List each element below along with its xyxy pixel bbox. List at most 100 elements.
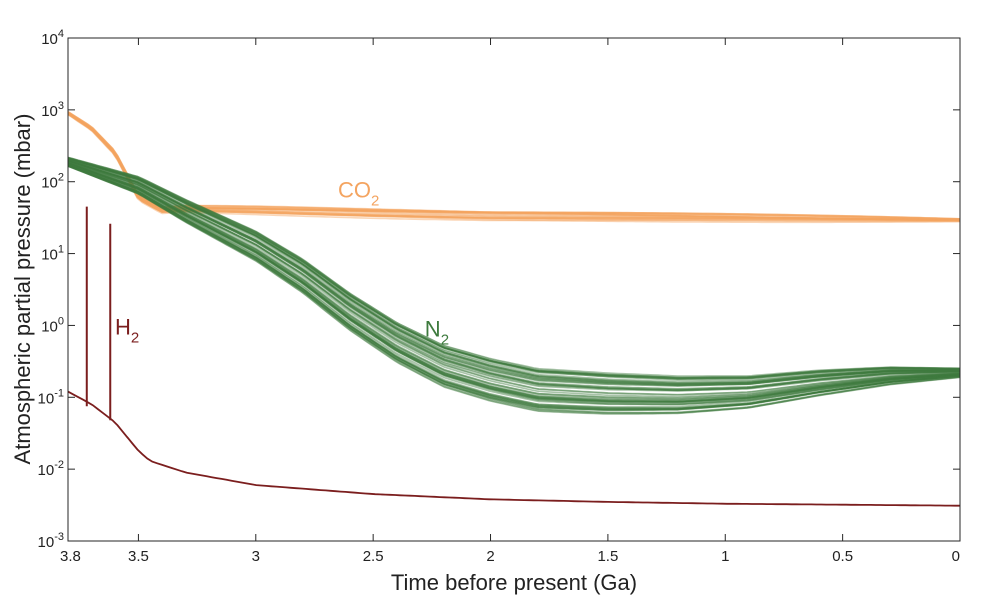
series-n2-line-16 [67, 161, 961, 400]
series-n2-line-41 [67, 157, 960, 380]
series-n2-line-24 [67, 164, 961, 410]
series-co2-line-14 [67, 112, 961, 221]
series-n2-line-57 [67, 165, 961, 412]
series-n2-line-6 [67, 157, 961, 377]
series-n2-line-12 [67, 160, 961, 391]
x-tick-label-7: 0.5 [832, 548, 853, 565]
series-n2-line-17 [67, 156, 960, 382]
series-co2-line-12 [67, 111, 961, 222]
series-co2-line-0 [67, 112, 961, 224]
series-labels: CO2 N2 H2 [115, 178, 449, 349]
series-n2-line-15 [67, 157, 961, 379]
plot-area [68, 38, 960, 541]
series-n2-line-58 [67, 163, 961, 403]
series-n2-line-43 [67, 157, 960, 380]
series-n2-line-2 [67, 162, 961, 403]
series-co2-line-13 [67, 112, 960, 222]
x-tick-label-0: 3.8 [60, 548, 81, 565]
series-n2-line-52 [67, 158, 961, 380]
y-tick-label-1: 10-2 [38, 459, 64, 479]
y-axis-title: Atmospheric partial pressure (mbar) [10, 114, 35, 465]
series-co2-line-21 [67, 113, 960, 221]
series-n2-line-1 [67, 161, 961, 401]
series-n2-line-14 [67, 162, 961, 399]
series-n2-line-22 [67, 163, 961, 404]
series-n2-line-46 [67, 157, 960, 380]
series-h2-line-0 [67, 390, 960, 507]
x-tick-label-8: 0 [952, 548, 960, 565]
series-n2-line-23 [67, 162, 961, 404]
series-n2 [67, 156, 961, 415]
series-n2-line-5 [67, 163, 961, 409]
x-tick-label-6: 1 [721, 548, 729, 565]
series-n2-line-34 [67, 162, 961, 402]
series-n2-line-0 [67, 159, 961, 391]
series-n2-line-20 [67, 162, 961, 403]
x-tick-label-1: 3.5 [128, 548, 149, 565]
series-n2-line-37 [67, 165, 961, 415]
series-label-n2: N2 [425, 317, 449, 349]
series-n2-line-25 [67, 159, 960, 385]
series-n2-line-18 [67, 160, 961, 396]
y-tick-label-4: 101 [41, 244, 64, 264]
y-tick-label-5: 102 [41, 172, 64, 192]
series-n2-line-44 [67, 163, 961, 403]
series-layer [67, 110, 961, 507]
series-n2-line-42 [67, 157, 960, 379]
series-co2-line-16 [67, 110, 961, 222]
series-co2-line-9 [67, 113, 961, 221]
series-n2-line-55 [67, 164, 961, 414]
series-n2-line-26 [67, 165, 961, 415]
series-co2-line-6 [67, 112, 960, 223]
series-n2-line-45 [67, 157, 960, 383]
plot-frame [67, 37, 961, 542]
series-co2-line-23 [67, 112, 961, 222]
series-n2-line-27 [67, 159, 961, 390]
series-n2-line-30 [67, 157, 960, 385]
series-n2-line-48 [67, 157, 961, 379]
series-n2-line-21 [67, 158, 960, 384]
series-co2-line-7 [67, 112, 961, 220]
series-n2-line-33 [67, 157, 961, 386]
series-n2-line-38 [67, 157, 961, 385]
series-n2-line-3 [67, 164, 961, 411]
series-n2-line-8 [67, 165, 961, 411]
series-co2-line-8 [67, 113, 961, 221]
series-n2-line-54 [67, 162, 961, 406]
series-co2-line-20 [67, 112, 961, 221]
series-n2-line-32 [67, 162, 961, 401]
series-co2-line-10 [67, 112, 961, 220]
series-n2-line-4 [67, 164, 961, 414]
y-tick-label-2: 10-1 [38, 387, 64, 407]
series-n2-line-53 [67, 164, 961, 410]
x-tick-label-5: 1.5 [597, 548, 618, 565]
series-co2-line-1 [67, 112, 961, 220]
series-label-co2: CO2 [338, 178, 379, 210]
series-co2-line-18 [67, 111, 961, 222]
series-n2-line-49 [67, 158, 961, 385]
series-n2-line-39 [67, 162, 961, 402]
series-co2-line-11 [67, 112, 961, 220]
series-n2-line-29 [67, 159, 960, 386]
x-tick-label-4: 2 [486, 548, 494, 565]
series-n2-line-19 [67, 159, 961, 387]
series-n2-line-13 [67, 158, 961, 387]
x-tick-label-3: 2.5 [363, 548, 384, 565]
series-co2-line-17 [67, 112, 961, 220]
series-n2-line-47 [67, 159, 961, 392]
series-n2-line-56 [67, 159, 961, 392]
series-n2-line-40 [67, 164, 961, 408]
series-co2 [67, 110, 961, 224]
series-n2-line-31 [67, 156, 960, 379]
series-n2-line-7 [67, 159, 961, 391]
series-n2-line-51 [67, 160, 961, 398]
series-co2-line-4 [67, 111, 960, 221]
x-tick-label-2: 3 [252, 548, 260, 565]
series-n2-line-10 [67, 164, 961, 409]
series-co2-line-15 [67, 112, 961, 221]
series-n2-line-28 [67, 159, 960, 387]
series-n2-line-50 [67, 160, 961, 396]
series-co2-line-19 [67, 113, 961, 221]
series-label-h2: H2 [115, 314, 139, 346]
series-n2-line-9 [67, 161, 961, 392]
